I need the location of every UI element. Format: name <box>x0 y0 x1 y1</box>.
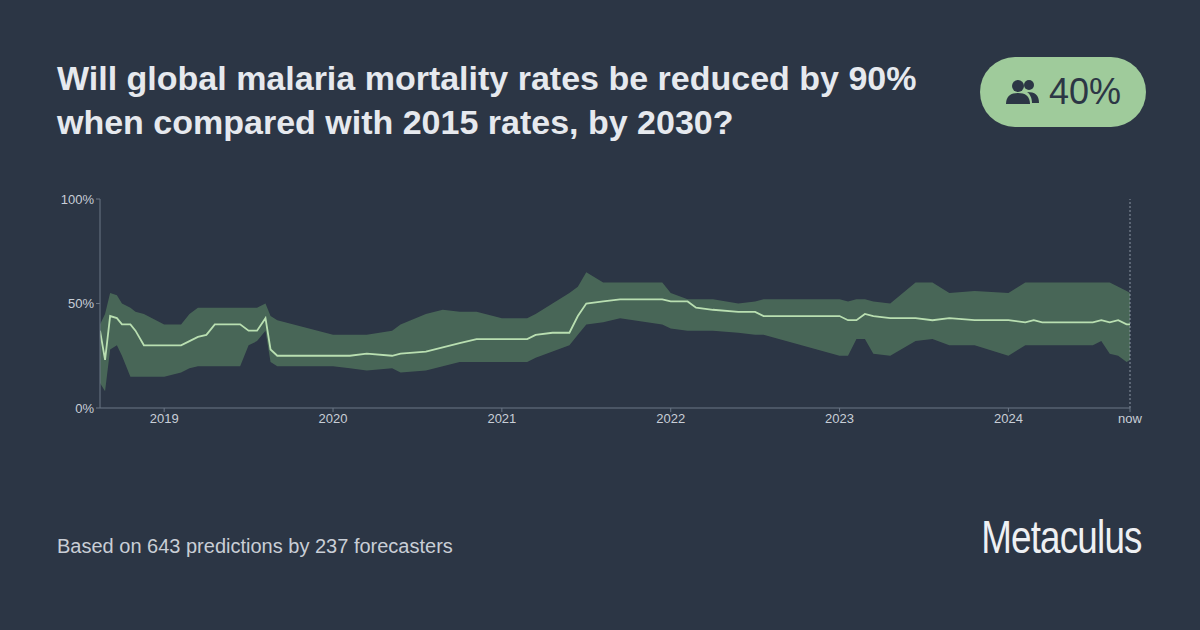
svg-text:2020: 2020 <box>319 411 348 426</box>
svg-text:100%: 100% <box>61 192 95 207</box>
svg-text:50%: 50% <box>68 296 94 311</box>
svg-text:2024: 2024 <box>994 411 1023 426</box>
html-text:Will global malaria mortality: Will global malaria mortality rates be r… <box>57 59 917 141</box>
svg-text:2019: 2019 <box>150 411 179 426</box>
svg-text:2022: 2022 <box>656 411 685 426</box>
svg-text:2021: 2021 <box>487 411 516 426</box>
html-text:Based on 643 predictions by 23: Based on 643 predictions by 237 forecast… <box>57 535 453 557</box>
svg-text:0%: 0% <box>75 401 94 416</box>
html-text:Metaculus: Metaculus <box>981 511 1142 563</box>
svg-text:now: now <box>1118 411 1142 426</box>
svg-text:2023: 2023 <box>825 411 854 426</box>
html-text:40%: 40% <box>1049 71 1121 112</box>
